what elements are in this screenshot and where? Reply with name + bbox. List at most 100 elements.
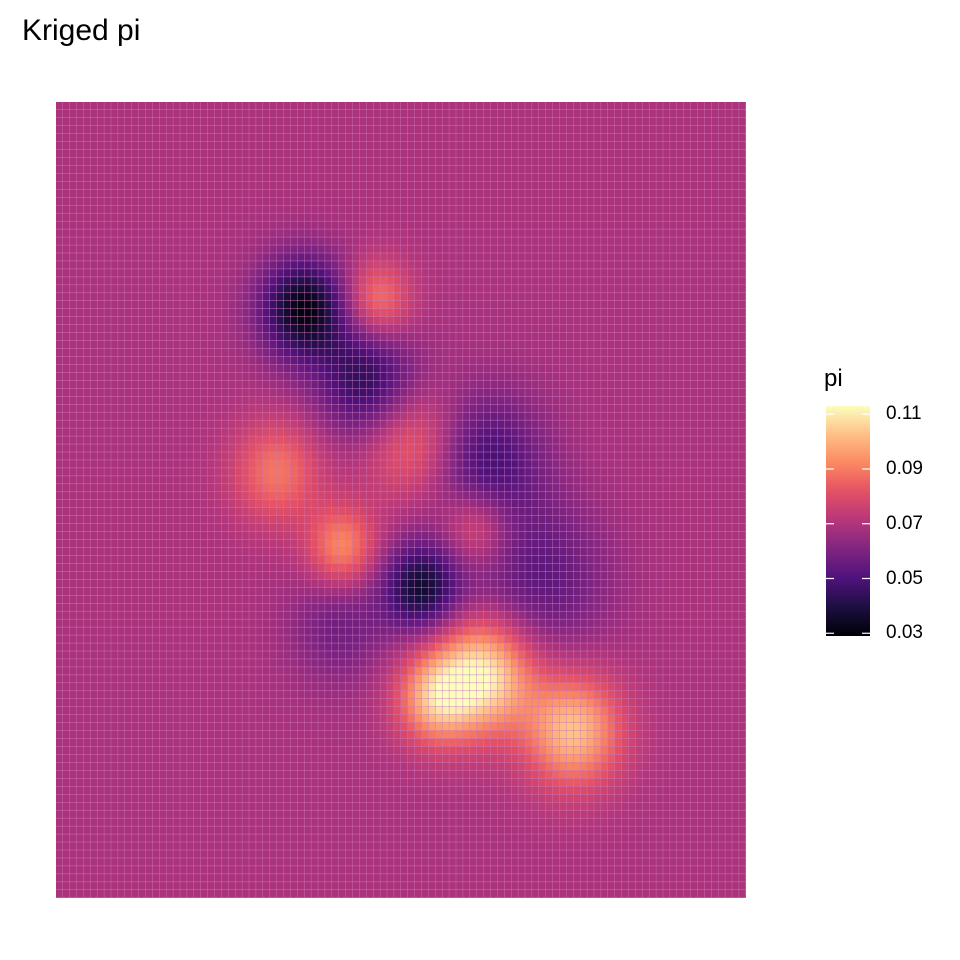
heatmap-cell — [269, 810, 277, 818]
heatmap-cell — [566, 738, 574, 747]
heatmap-cell — [470, 500, 477, 508]
heatmap-cell — [532, 643, 539, 651]
heatmap-cell — [318, 778, 325, 787]
heatmap-cell — [214, 635, 222, 643]
heatmap-cell — [311, 675, 318, 683]
heatmap-cell — [194, 595, 201, 603]
heatmap-cell — [711, 778, 718, 787]
heatmap-cell — [435, 722, 442, 731]
heatmap-cell — [476, 667, 484, 675]
heatmap-cell — [594, 826, 601, 834]
heatmap-cell — [649, 547, 656, 556]
heatmap-cell — [200, 706, 208, 715]
heatmap-cell — [594, 699, 601, 707]
heatmap-cell — [200, 834, 208, 842]
heatmap-cell — [573, 500, 580, 508]
heatmap-cell — [263, 770, 270, 779]
heatmap-cell — [345, 563, 353, 572]
heatmap-cell — [580, 738, 587, 747]
heatmap-cell — [525, 890, 532, 898]
heatmap-cell — [166, 595, 173, 603]
heatmap-cell — [614, 531, 622, 540]
heatmap-cell — [338, 539, 346, 548]
heatmap-cell — [525, 579, 532, 588]
heatmap-cell — [476, 842, 484, 850]
heatmap-cell — [421, 826, 429, 834]
heatmap-cell — [642, 834, 649, 842]
heatmap-cell — [152, 571, 160, 580]
heatmap-cell — [111, 539, 118, 548]
heatmap-cell — [704, 651, 712, 659]
heatmap-cell — [559, 746, 567, 755]
heatmap-cell — [704, 706, 712, 715]
heatmap-cell — [718, 810, 725, 818]
heatmap-cell — [635, 850, 643, 858]
heatmap-cell — [373, 818, 380, 826]
heatmap-cell — [380, 571, 387, 580]
heatmap-cell — [421, 706, 429, 715]
heatmap-cell — [76, 683, 84, 691]
heatmap-cell — [532, 826, 539, 834]
heatmap-cell — [325, 858, 332, 866]
heatmap-cell — [739, 770, 746, 779]
heatmap-cell — [428, 603, 436, 611]
heatmap-cell — [373, 754, 380, 763]
heatmap-cell — [214, 571, 222, 580]
heatmap-cell — [228, 730, 235, 739]
heatmap-cell — [725, 659, 732, 667]
heatmap-cell — [394, 587, 401, 596]
heatmap-cell — [187, 643, 194, 651]
heatmap-cell — [580, 611, 587, 619]
heatmap-cell — [276, 523, 284, 532]
heatmap-cell — [180, 635, 187, 643]
heatmap-cell — [97, 539, 104, 548]
heatmap-cell — [497, 523, 505, 532]
heatmap-cell — [318, 874, 325, 882]
heatmap-cell — [635, 547, 643, 556]
heatmap-cell — [401, 810, 408, 818]
heatmap-cell — [559, 539, 567, 548]
heatmap-cell — [62, 714, 70, 723]
heatmap-cell — [587, 858, 594, 866]
heatmap-cell — [435, 874, 442, 882]
heatmap-cell — [718, 691, 725, 699]
heatmap-cell — [559, 563, 567, 572]
heatmap-cell — [111, 699, 118, 707]
heatmap-cell — [56, 659, 63, 667]
heatmap-cell — [483, 507, 491, 516]
heatmap-cell — [725, 675, 732, 683]
heatmap-cell — [525, 714, 532, 723]
heatmap-cell — [325, 722, 332, 731]
heatmap-cell — [642, 850, 649, 858]
heatmap-cell — [683, 866, 691, 874]
heatmap-cell — [663, 874, 670, 882]
heatmap-cell — [297, 683, 304, 691]
heatmap-cell — [497, 635, 505, 643]
heatmap-cell — [242, 866, 249, 874]
heatmap-cell — [83, 770, 91, 779]
heatmap-cell — [290, 746, 298, 755]
heatmap-cell — [159, 555, 166, 564]
heatmap-cell — [159, 579, 166, 588]
heatmap-cell — [283, 619, 291, 627]
heatmap-cell — [718, 730, 725, 739]
heatmap-cell — [338, 619, 346, 627]
heatmap-cell — [166, 603, 173, 611]
heatmap-cell — [739, 730, 746, 739]
heatmap-cell — [656, 730, 663, 739]
heatmap-cell — [214, 866, 222, 874]
heatmap-cell — [290, 754, 298, 763]
heatmap-cell — [214, 818, 222, 826]
heatmap-cell — [621, 762, 629, 771]
heatmap-cell — [207, 643, 215, 651]
heatmap-cell — [656, 746, 663, 755]
heatmap-cell — [532, 571, 539, 580]
heatmap-cell — [697, 635, 705, 643]
heatmap-cell — [104, 738, 111, 747]
heatmap-cell — [345, 762, 353, 771]
heatmap-cell — [525, 746, 532, 755]
heatmap-cell — [76, 890, 84, 898]
heatmap-cell — [256, 754, 263, 763]
heatmap-cell — [352, 507, 360, 516]
heatmap-cell — [352, 611, 360, 619]
